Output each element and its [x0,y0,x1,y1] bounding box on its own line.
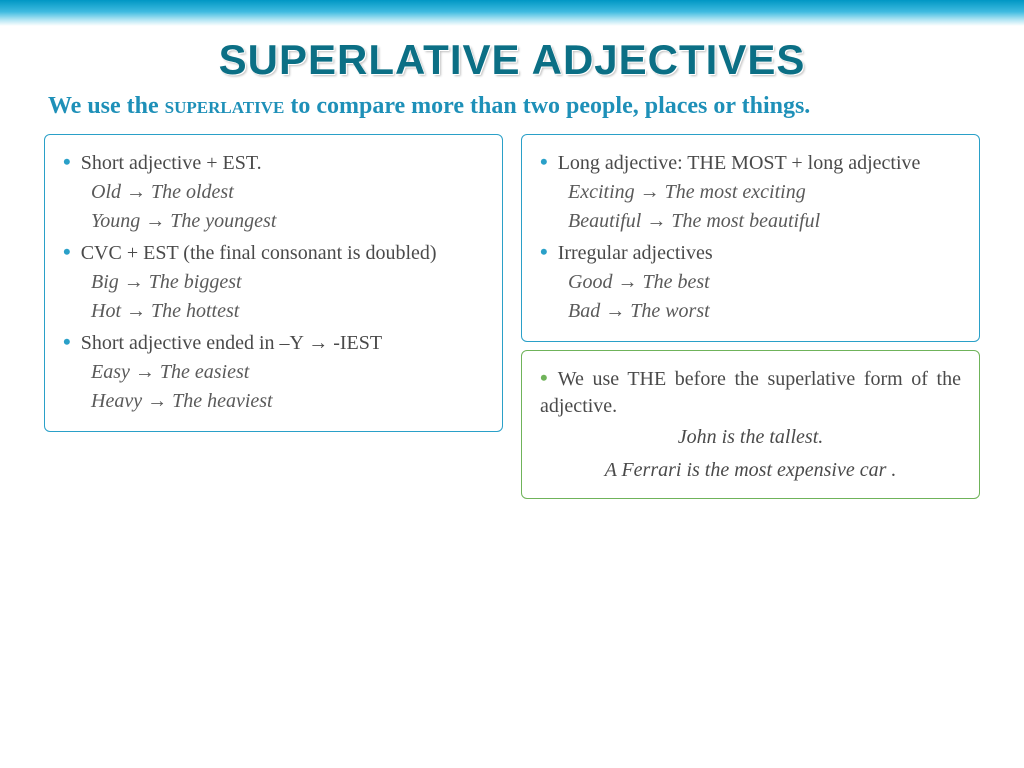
usage-note-card: We use THE before the superlative form o… [521,350,980,499]
right-column: Long adjective: THE MOST + long adjectiv… [521,134,980,499]
slide-subtitle: We use the superlative to compare more t… [48,90,976,122]
slide-title: SUPERLATIVE ADJECTIVES [42,36,982,84]
subtitle-emphasis: superlative [165,93,285,119]
example-ferrari: A Ferrari is the most expensive car . [540,457,961,484]
usage-note: We use THE before the superlative form o… [540,363,961,420]
subtitle-part1: We use the [48,93,165,119]
note-text: We use THE before the superlative form o… [540,368,961,417]
long-irregular-card: Long adjective: THE MOST + long adjectiv… [521,134,980,342]
example-john: John is the tallest. [540,424,961,451]
subtitle-part2: to compare more than two people, places … [284,93,810,119]
rule-text: CVC + EST (the final consonant is double… [81,242,437,264]
example-hot: Hot → The hottest [91,298,484,325]
example-exciting: Exciting → The most exciting [568,179,961,206]
example-big: Big → The biggest [91,269,484,296]
slide-content: SUPERLATIVE ADJECTIVES We use the superl… [0,0,1024,499]
rule-short-est: Short adjective + EST. [63,147,484,177]
example-heavy: Heavy → The heaviest [91,388,484,415]
rule-irregular: Irregular adjectives [540,237,961,267]
rule-text: Short adjective ended in –Y → -IEST [81,332,382,354]
example-bad: Bad → The worst [568,298,961,325]
rule-text: Short adjective + EST. [81,152,262,174]
top-decorative-border [0,0,1024,26]
rule-y-iest: Short adjective ended in –Y → -IEST [63,327,484,357]
example-young: Young → The youngest [91,208,484,235]
rule-text: Irregular adjectives [558,242,713,264]
left-column: Short adjective + EST. Old → The oldest … [44,134,503,499]
example-good: Good → The best [568,269,961,296]
rule-cvc: CVC + EST (the final consonant is double… [63,237,484,267]
rule-text: Long adjective: THE MOST + long adjectiv… [558,152,921,174]
short-adjectives-card: Short adjective + EST. Old → The oldest … [44,134,503,432]
columns-container: Short adjective + EST. Old → The oldest … [42,134,982,499]
example-old: Old → The oldest [91,179,484,206]
rule-long-most: Long adjective: THE MOST + long adjectiv… [540,147,961,177]
example-easy: Easy → The easiest [91,359,484,386]
example-beautiful: Beautiful → The most beautiful [568,208,961,235]
